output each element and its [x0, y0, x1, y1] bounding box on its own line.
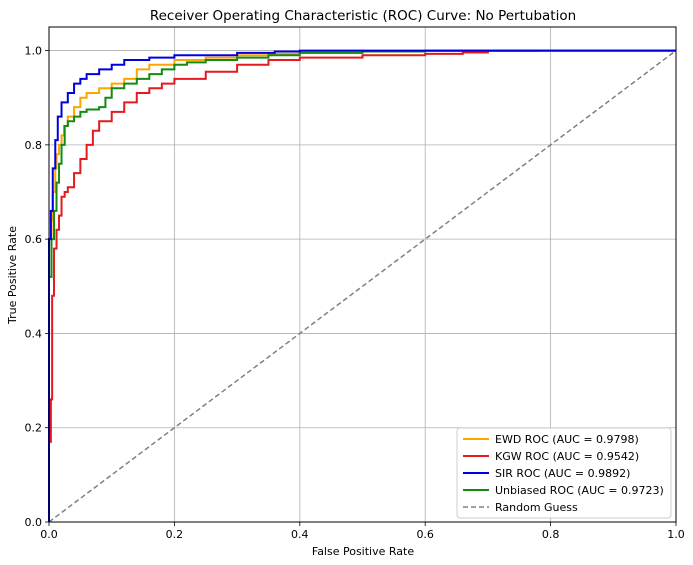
y-tick-label: 0.4	[25, 327, 43, 340]
x-tick-label: 0.4	[291, 528, 309, 541]
series-line-kgw	[48, 49, 676, 522]
legend-box	[456, 427, 672, 519]
x-axis-label: False Positive Rate	[312, 545, 414, 558]
series-line-random-guess	[48, 49, 677, 523]
grid-lines	[48, 27, 677, 523]
series-group	[48, 49, 677, 523]
axis-ticks: 0.0 0.2 0.4 0.6 0.8 1.0 0.0 0.2 0.4 0.6 0.8 1.0	[25, 45, 685, 541]
series-line-unbiased	[48, 49, 676, 522]
legend-label: Random Guess	[495, 501, 578, 514]
legend-label: KGW ROC (AUC = 0.9542)	[495, 450, 639, 463]
plot-frame	[48, 26, 677, 523]
legend-label: Unbiased ROC (AUC = 0.9723)	[495, 484, 664, 497]
series-line-sir	[48, 49, 676, 522]
y-tick-label: 0.0	[25, 516, 43, 529]
y-axis-label: True Positive Rate	[6, 226, 19, 325]
y-tick-label: 1.0	[25, 45, 43, 58]
x-tick-label: 0.8	[542, 528, 560, 541]
chart-title: Receiver Operating Characteristic (ROC) …	[150, 8, 576, 24]
series-line-ewd	[48, 49, 676, 522]
legend-label: EWD ROC (AUC = 0.9798)	[495, 433, 639, 446]
x-tick-label: 1.0	[667, 528, 685, 541]
x-tick-label: 0.0	[40, 528, 58, 541]
x-tick-label: 0.2	[166, 528, 184, 541]
y-tick-label: 0.6	[25, 233, 43, 246]
x-tick-label: 0.6	[416, 528, 434, 541]
legend-label: SIR ROC (AUC = 0.9892)	[495, 467, 630, 480]
y-tick-label: 0.2	[25, 422, 43, 435]
legend: EWD ROC (AUC = 0.9798) KGW ROC (AUC = 0.9…	[456, 427, 672, 519]
y-tick-label: 0.8	[25, 139, 43, 152]
